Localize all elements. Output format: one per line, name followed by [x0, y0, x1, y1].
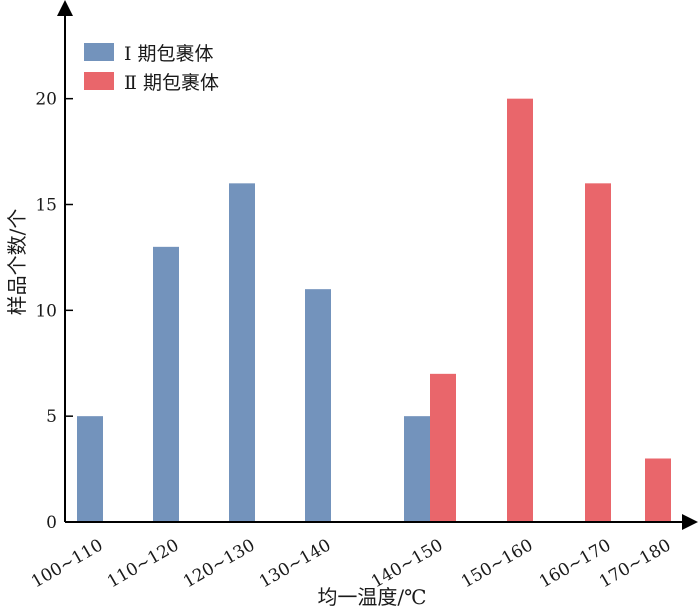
x-tick-label-120~130: 120~130: [180, 535, 259, 592]
bar-series-1-100~110: [77, 416, 103, 522]
x-tick-label-140~150: 140~150: [368, 535, 447, 592]
y-tick-label-10: 10: [35, 301, 57, 321]
bar-series-2-170~180: [645, 458, 671, 522]
y-tick-label-15: 15: [35, 196, 57, 216]
legend-label-series-2: Ⅱ 期包裹体: [124, 72, 219, 94]
bar-series-1-110~120: [153, 246, 179, 523]
bar-series-1-130~140: [305, 289, 331, 522]
bar-series-1-140~150: [404, 416, 430, 522]
x-tick-label-150~160: 150~160: [458, 535, 537, 592]
x-tick-label-100~110: 100~110: [28, 535, 107, 592]
legend-swatch-series-2: [84, 72, 114, 90]
x-tick-label-130~140: 130~140: [256, 535, 335, 592]
x-axis-title: 均一温度/℃: [317, 585, 426, 609]
legend-swatch-series-1: [84, 43, 114, 61]
y-ticks: 0 5 10 15 20: [35, 90, 73, 533]
x-axis-arrow: [682, 514, 698, 530]
legend-label-series-1: Ⅰ 期包裹体: [124, 43, 214, 65]
bar-series-2-140~150: [430, 373, 456, 522]
bar-series-2-150~160: [507, 98, 533, 523]
bars-layer: [77, 98, 671, 523]
y-axis-arrow: [57, 0, 73, 16]
y-tick-label-20: 20: [35, 90, 57, 110]
x-tick-label-110~120: 110~120: [104, 535, 183, 592]
bar-series-2-160~170: [585, 183, 611, 523]
bar-series-1-120~130: [229, 183, 255, 523]
legend: Ⅰ 期包裹体 Ⅱ 期包裹体: [84, 43, 219, 94]
y-tick-label-0: 0: [46, 513, 57, 533]
y-tick-label-5: 5: [46, 407, 57, 427]
y-axis-title: 样品个数/个: [5, 209, 29, 316]
